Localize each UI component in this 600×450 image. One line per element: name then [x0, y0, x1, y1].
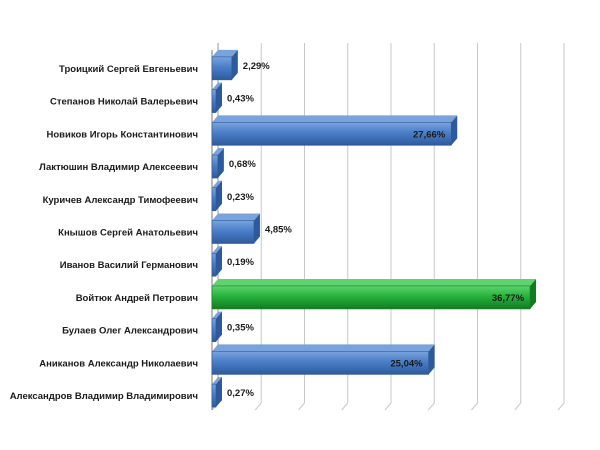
category-label: Аниканов Александр Николаевич: [39, 358, 198, 369]
value-label: 36,77%: [492, 293, 525, 304]
category-label: Кнышов Сергей Анатольевич: [58, 228, 198, 239]
value-label: 4,85%: [265, 225, 292, 236]
bar-top: [212, 311, 222, 319]
gridline-floor: [341, 402, 349, 411]
value-label: 25,04%: [390, 358, 423, 369]
value-label: 2,29%: [243, 61, 270, 72]
bar-end: [451, 115, 458, 146]
value-label: 0,35%: [227, 323, 254, 334]
category-label: Троицкий Сергей Евгеньевич: [59, 64, 198, 75]
category-label: Булаев Олег Александрович: [62, 326, 198, 337]
bar-end: [530, 278, 537, 309]
gridlines: [211, 43, 565, 411]
bar: [211, 377, 222, 408]
gridline-floor: [254, 402, 262, 411]
bar-end: [216, 311, 222, 342]
bar-front: [211, 351, 429, 375]
bar: [211, 49, 238, 81]
bar-front: [211, 89, 217, 113]
bar-front: [211, 285, 531, 310]
bar: [211, 148, 224, 179]
bar: [211, 82, 222, 113]
value-label: 0,43%: [227, 94, 254, 105]
bar-end: [231, 49, 238, 80]
bar-front: [211, 122, 452, 146]
bar-top: [212, 180, 222, 188]
bar-top: [212, 278, 537, 286]
bar-end: [216, 246, 222, 277]
category-label: Куричев Александр Тимофеевич: [43, 195, 198, 206]
bar: [211, 311, 222, 342]
bar-top: [212, 82, 222, 90]
bar-top: [212, 49, 238, 57]
bar-top: [212, 213, 260, 221]
bar-end: [253, 213, 260, 244]
gridline-floor: [298, 402, 305, 411]
bar-top: [212, 246, 222, 254]
category-label: Новиков Игорь Константинович: [46, 129, 198, 140]
bar: [211, 180, 222, 212]
bar: [211, 278, 537, 310]
gridline-floor: [557, 402, 565, 411]
bar-end: [428, 344, 435, 375]
bar-end: [216, 180, 222, 211]
gridline-floor: [514, 402, 522, 411]
category-label: Иванов Василий Германович: [60, 260, 198, 271]
bar-front: [211, 154, 219, 179]
bar-front: [211, 383, 217, 408]
value-label: 27,66%: [413, 129, 446, 140]
bar-top: [212, 148, 224, 156]
bar: [211, 115, 458, 146]
category-label: Лактюшин Владимир Алексеевич: [39, 162, 198, 173]
bar: [211, 213, 260, 244]
bar-front: [211, 56, 233, 81]
bar-front: [211, 318, 217, 342]
value-label: 0,68%: [229, 159, 256, 170]
bar: [211, 246, 222, 277]
bar-end: [217, 148, 224, 179]
bar-top: [212, 344, 435, 352]
bar: [211, 344, 435, 375]
bar-end: [216, 377, 222, 408]
gridline-floor: [384, 402, 392, 411]
value-label: 0,19%: [227, 257, 254, 268]
bar-end: [216, 82, 222, 113]
bar-top: [212, 377, 222, 385]
bar-front: [211, 220, 255, 244]
bar-top: [212, 115, 458, 123]
value-label: 0,23%: [227, 192, 254, 203]
gridline-floor: [471, 402, 478, 411]
bar-front: [211, 187, 217, 212]
gridline-floor: [427, 402, 435, 411]
bar-front: [211, 252, 217, 277]
category-label: Степанов Николай Валерьевич: [50, 97, 198, 108]
category-label: Александров Владимир Владимирович: [10, 391, 198, 402]
category-label: Войтюк Андрей Петрович: [76, 293, 198, 304]
value-label: 0,27%: [227, 388, 254, 399]
